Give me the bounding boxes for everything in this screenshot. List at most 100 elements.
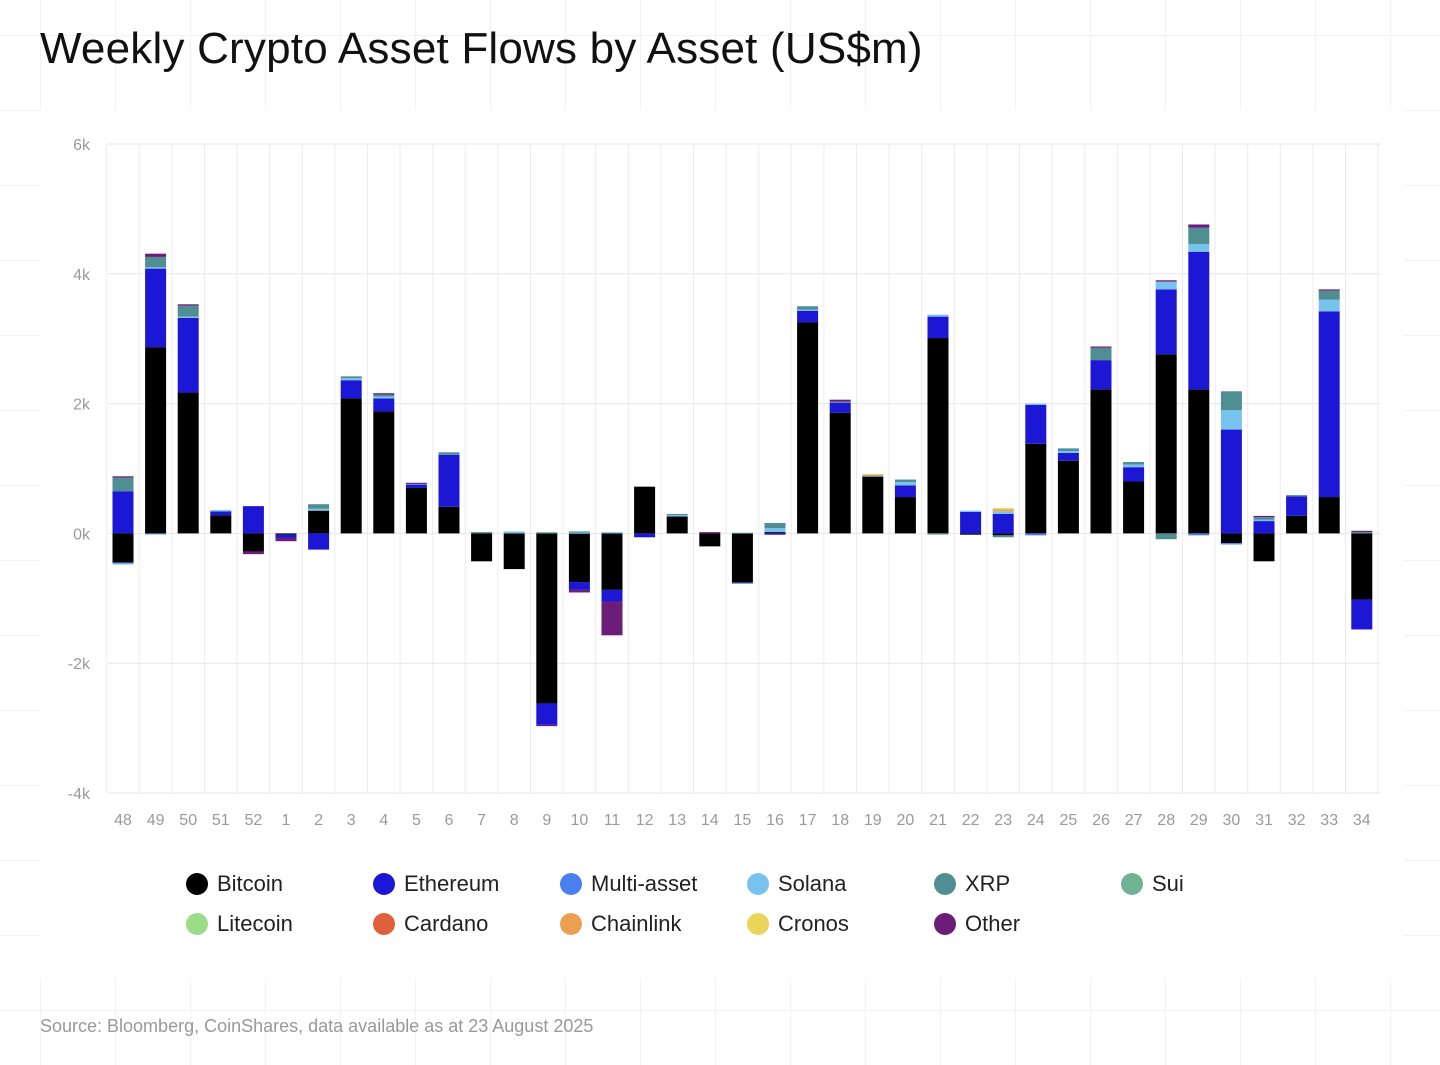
bar-segment-bitcoin-33 xyxy=(1318,497,1340,534)
bar-segment-bitcoin-50 xyxy=(177,392,199,534)
bar-segment-ethereum-32 xyxy=(1286,496,1308,516)
x-tick-label: 50 xyxy=(179,812,197,829)
legend-swatch xyxy=(186,913,208,935)
bar-segment-bitcoin-31 xyxy=(1253,533,1275,562)
bar-segment-xrp-10 xyxy=(568,531,590,533)
bar-segment-solana-28 xyxy=(1155,281,1177,290)
bar-segment-bitcoin-48 xyxy=(112,533,134,563)
bar-segment-ethereum-49 xyxy=(145,268,167,348)
bar-segment-other-18 xyxy=(829,399,851,402)
bar-segment-solana-22 xyxy=(960,510,982,512)
bar-segment-ethereum-27 xyxy=(1123,467,1145,482)
bar-segment-bitcoin-20 xyxy=(894,497,916,534)
bar-segment-solana-16 xyxy=(764,528,786,533)
bar-segment-xrp-16 xyxy=(764,523,786,529)
bar-segments xyxy=(112,224,1373,727)
bar-segment-ethereum-26 xyxy=(1090,360,1112,390)
bar-segment-other-49 xyxy=(145,253,167,257)
bar-segment-solana-20 xyxy=(894,482,916,486)
x-tick-label: 16 xyxy=(766,812,784,829)
x-tick-label: 34 xyxy=(1353,812,1371,829)
bar-segment-xrp-2 xyxy=(308,504,330,509)
bar-segment-bitcoin-15 xyxy=(731,533,753,583)
bar-segment-bitcoin-23 xyxy=(992,533,1014,536)
bar-segment-xrp-33 xyxy=(1318,290,1340,300)
chart-title: Weekly Crypto Asset Flows by Asset (US$m… xyxy=(40,24,923,73)
bar-segment-bitcoin-13 xyxy=(666,516,688,534)
legend-item-solana: Solana xyxy=(747,871,934,896)
bar-segment-ethereum-22 xyxy=(960,511,982,534)
chart-card: 6k 4k 2k 0k -2k -4k 48 49 50 51 52 1 2 3 4 5 6 7 8 9 10 11 12 1… xyxy=(40,110,1404,978)
bar-segment-xrp-13 xyxy=(666,513,688,516)
bar-segment-xrp-30 xyxy=(1220,391,1242,411)
bar-segment-ethereum-20 xyxy=(894,485,916,498)
bar-segment-bitcoin-12 xyxy=(634,486,656,534)
legend-swatch xyxy=(373,873,395,895)
bar-segment-multi-asset-49 xyxy=(145,533,167,535)
bar-segment-xrp-28 xyxy=(1155,533,1177,540)
legend-swatch xyxy=(747,873,769,895)
bar-segment-bitcoin-6 xyxy=(438,506,460,534)
bar-segment-ethereum-21 xyxy=(927,316,949,339)
bar-segment-solana-25 xyxy=(1057,450,1079,453)
legend-label: Ethereum xyxy=(404,871,500,896)
bar-segment-xrp-3 xyxy=(340,376,362,379)
bar-segment-bitcoin-26 xyxy=(1090,389,1112,534)
y-tick-label: 2k xyxy=(73,397,91,414)
x-tick-label: 4 xyxy=(379,812,388,829)
bar-segment-other-1 xyxy=(275,537,297,542)
legend-item-other: Other xyxy=(934,911,1121,936)
legend-item-litecoin: Litecoin xyxy=(186,911,373,936)
legend-swatch xyxy=(1121,873,1143,895)
legend-label: Litecoin xyxy=(217,911,293,936)
x-tick-label: 52 xyxy=(245,812,263,829)
source-note: Source: Bloomberg, CoinShares, data avai… xyxy=(40,1016,594,1036)
legend-label: Solana xyxy=(778,871,847,896)
bar-segment-xrp-4 xyxy=(373,394,395,397)
x-tick-label: 26 xyxy=(1092,812,1110,829)
x-tick-label: 29 xyxy=(1190,812,1208,829)
bar-segment-cronos-23 xyxy=(992,508,1014,510)
legend-label: Multi-asset xyxy=(591,871,698,896)
bar-segment-xrp-25 xyxy=(1057,448,1079,451)
x-tick-label: 20 xyxy=(897,812,915,829)
bar-segment-multi-asset-30 xyxy=(1220,543,1242,545)
bar-segment-bitcoin-18 xyxy=(829,412,851,534)
bar-segment-solana-3 xyxy=(340,378,362,381)
bar-segment-xrp-27 xyxy=(1123,462,1145,465)
bar-segment-xrp-26 xyxy=(1090,347,1112,361)
x-tick-label: 1 xyxy=(282,812,291,829)
bar-segment-solana-23 xyxy=(992,511,1014,514)
bar-segment-bitcoin-34 xyxy=(1351,533,1373,600)
x-tick-label: 22 xyxy=(962,812,980,829)
vertical-gridlines xyxy=(106,144,1379,793)
bar-segment-bitcoin-7 xyxy=(471,533,493,562)
bar-segment-other-9 xyxy=(536,724,558,727)
y-tick-label: -2k xyxy=(68,656,91,673)
bar-segment-other-48 xyxy=(112,476,134,478)
bar-segment-ethereum-52 xyxy=(242,506,264,534)
legend-swatch xyxy=(186,873,208,895)
bar-segment-bitcoin-32 xyxy=(1286,515,1308,534)
x-tick-label: 23 xyxy=(994,812,1012,829)
bar-segment-xrp-48 xyxy=(112,477,134,492)
legend-swatch xyxy=(747,913,769,935)
bar-segment-bitcoin-11 xyxy=(601,533,623,590)
bar-segment-xrp-31 xyxy=(1253,517,1275,520)
bar-segment-bitcoin-28 xyxy=(1155,354,1177,534)
bar-segment-bitcoin-24 xyxy=(1025,443,1047,534)
bar-segment-ethereum-24 xyxy=(1025,404,1047,444)
bar-segment-ethereum-33 xyxy=(1318,311,1340,498)
bar-segment-solana-11 xyxy=(601,532,623,534)
bar-segment-solana-4 xyxy=(373,396,395,399)
bar-segment-other-52 xyxy=(242,551,264,555)
x-tick-label: 18 xyxy=(831,812,849,829)
bar-segment-ethereum-23 xyxy=(992,513,1014,534)
bar-segment-solana-49 xyxy=(145,267,167,269)
bar-segment-bitcoin-9 xyxy=(536,533,558,704)
bar-segment-bitcoin-30 xyxy=(1220,533,1242,544)
bar-segment-xrp-15 xyxy=(731,532,753,534)
bar-segment-bitcoin-14 xyxy=(699,533,721,547)
bar-segment-xrp-50 xyxy=(177,305,199,317)
